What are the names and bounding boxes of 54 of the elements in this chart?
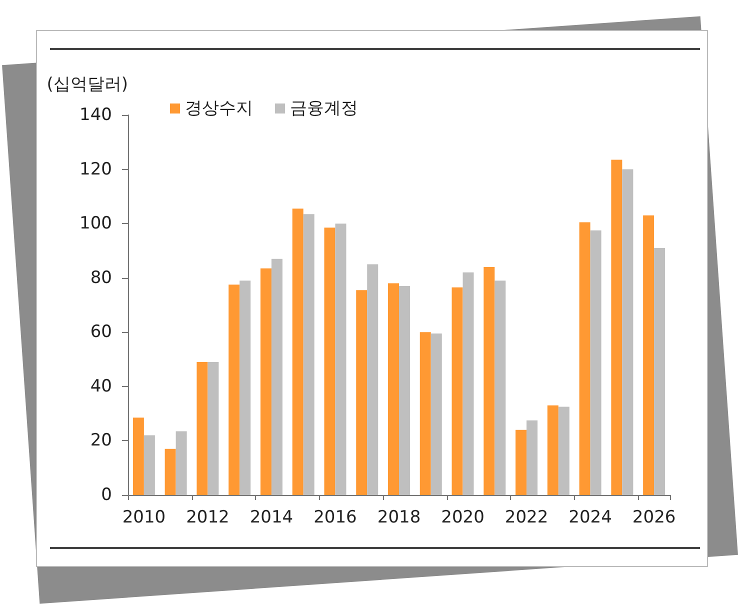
bar [196,362,208,495]
x-tick-label: 2016 [314,508,357,528]
bar [292,208,304,495]
x-tick-label: 2022 [504,508,548,528]
x-tick-label: 2012 [186,508,230,528]
bar [622,169,634,495]
x-tick-label: 2014 [250,508,294,528]
legend-label: 경상수지 [185,98,253,118]
bar [388,283,399,495]
bar [558,406,570,495]
bar [228,284,240,495]
x-tick-label: 2026 [632,508,676,528]
bar [462,272,474,495]
bar [484,267,495,495]
x-tick-label: 2020 [441,508,484,528]
bar [335,224,346,495]
bar [132,418,144,495]
y-tick-label: 20 [90,430,112,451]
bar [494,280,506,495]
x-tick-label: 2024 [568,508,612,528]
bar [526,420,538,495]
y-tick-label: 60 [90,322,112,342]
bar [590,230,602,495]
bar [176,431,187,495]
y-tick-label: 100 [80,214,112,234]
bar [452,287,463,495]
bar [430,334,442,495]
bar [303,214,314,495]
y-tick-label: 140 [80,105,112,125]
bar [324,228,336,495]
bar [579,222,590,495]
bar [420,332,431,495]
bar [240,280,251,495]
bar [611,160,622,495]
bar [144,435,155,495]
y-axis-title: (십억달러) [46,74,128,94]
y-tick-label: 120 [80,159,112,180]
bar [164,448,176,495]
y-tick-label: 40 [90,376,112,396]
x-tick-label: 2010 [122,508,166,528]
y-tick-label: 0 [101,485,112,505]
bar [516,430,527,495]
legend-label: 금융계정 [290,98,358,118]
bar [547,405,558,495]
bar [367,264,378,495]
bar [271,258,282,495]
bar [208,362,219,495]
bar [654,248,666,495]
bar [399,286,410,495]
bar [356,290,368,495]
bar [643,215,654,495]
y-tick-label: 80 [90,268,112,288]
x-tick-label: 2018 [377,508,421,528]
bar [260,268,272,495]
